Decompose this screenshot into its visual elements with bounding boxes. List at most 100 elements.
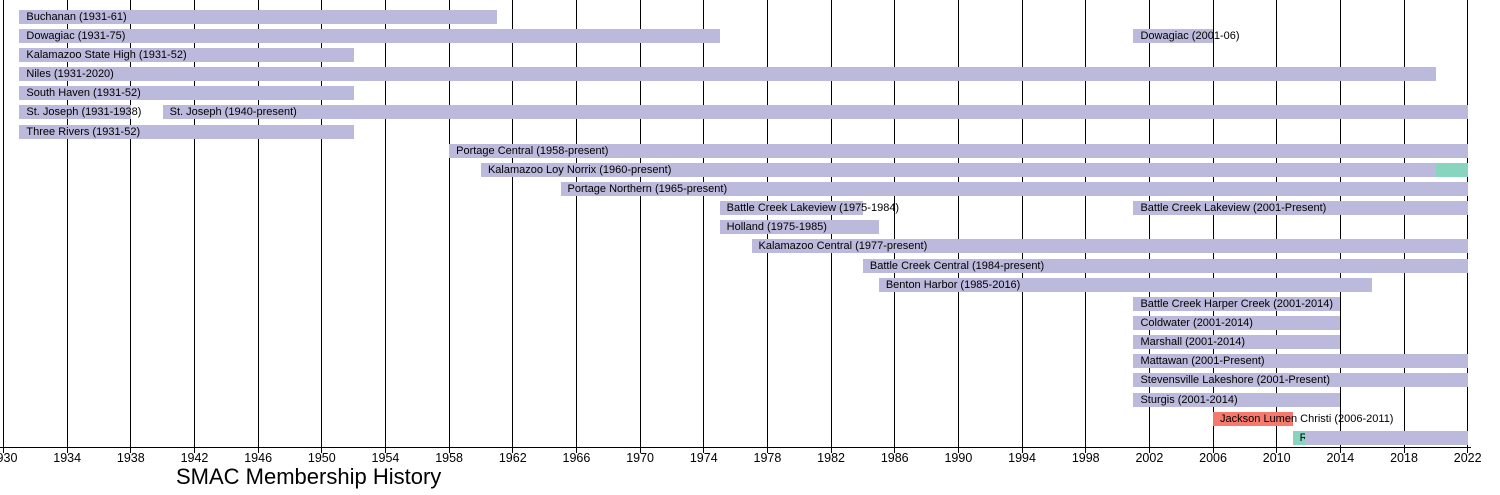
timeline-bar: Battle Creek Harper Creek (2001-2014) [1133, 296, 1341, 311]
axis-tick-label-1934: 1934 [53, 451, 82, 465]
timeline-bar: Battle Creek Lakeview (2001-Present) [1133, 201, 1468, 216]
gridline-1958 [448, 0, 450, 447]
timeline-bar: Portage Northern (1965-present) [560, 181, 1468, 196]
bar-label: South Haven (1931-52) [26, 87, 141, 100]
gridline-2006 [1212, 0, 1214, 447]
timeline-bar [1304, 430, 1468, 445]
bar-label: Dowagiac (1931-75) [26, 29, 126, 42]
timeline-bar: St. Joseph (1931-1938) [19, 105, 141, 120]
axis-tick-label-1998: 1998 [1071, 451, 1100, 465]
axis-tick-1990 [957, 447, 959, 453]
axis-tick-label-1930: 1930 [0, 451, 18, 465]
axis-tick-1946 [257, 447, 259, 453]
gridline-2022 [1467, 0, 1469, 447]
axis-tick-1962 [512, 447, 514, 453]
bar-label: Stevensville Lakeshore (2001-Present) [1140, 374, 1330, 387]
bar-label: Portage Central (1958-present) [456, 144, 609, 157]
x-axis-line [0, 447, 1471, 448]
gridline-1962 [512, 0, 514, 447]
axis-tick-1986 [894, 447, 896, 453]
timeline-bar: Marshall (2001-2014) [1133, 335, 1341, 350]
timeline-bar: Sturgis (2001-2014) [1133, 392, 1341, 407]
timeline-bar: Battle Creek Lakeview (1975-1984) [719, 201, 899, 216]
gridline-2014 [1339, 0, 1341, 447]
bar-label: Kalamazoo Central (1977-present) [758, 240, 928, 253]
axis-tick-1994 [1021, 447, 1023, 453]
axis-tick-label-1942: 1942 [180, 451, 209, 465]
timeline-bar: Portage Central (1958-present) [449, 143, 1468, 158]
gridline-1938 [130, 0, 132, 447]
bar-label: Jackson Lumen Christi (2006-2011) [1220, 412, 1394, 425]
timeline-bar: St. Joseph (1940-present) [162, 105, 1468, 120]
gridline-1954 [384, 0, 386, 447]
axis-tick-label-2014: 2014 [1326, 451, 1355, 465]
bar-label: Coldwater (2001-2014) [1140, 316, 1253, 329]
gridline-1942 [193, 0, 195, 447]
axis-tick-label-1990: 1990 [944, 451, 973, 465]
bar-label: Mattawan (2001-Present) [1140, 355, 1265, 368]
axis-tick-1934 [66, 447, 68, 453]
axis-tick-2010 [1276, 447, 1278, 453]
gridline-1966 [575, 0, 577, 447]
timeline-bar: Holland (1975-1985) [719, 220, 879, 235]
timeline-bar [1435, 162, 1468, 177]
gridline-1998 [1085, 0, 1087, 447]
bar-label: Kalamazoo State High (1931-52) [26, 48, 187, 61]
gridline-1990 [957, 0, 959, 447]
gridline-1970 [639, 0, 641, 447]
axis-tick-1942 [193, 447, 195, 453]
gridline-1930 [3, 0, 4, 447]
axis-tick-label-2022: 2022 [1453, 451, 1482, 465]
bar-label: Battle Creek Central (1984-present) [869, 259, 1045, 272]
axis-tick-2002 [1148, 447, 1150, 453]
timeline-bar: Buchanan (1931-61) [19, 9, 497, 24]
bar-label: Battle Creek Lakeview (1975-1984) [726, 202, 900, 215]
axis-tick-2018 [1403, 447, 1405, 453]
bar-label: Niles (1931-2020) [26, 68, 114, 81]
timeline-bar: Kalamazoo Loy Norrix (1960-present) [480, 162, 1436, 177]
axis-tick-1950 [321, 447, 323, 453]
timeline-bar: Kalamazoo Central (1977-present) [751, 239, 1468, 254]
axis-tick-label-1974: 1974 [689, 451, 718, 465]
gridline-1986 [894, 0, 896, 447]
timeline-bar: Jackson Lumen Christi (2006-2011) [1213, 411, 1393, 426]
bar-label: Holland (1975-1985) [726, 221, 827, 234]
chart-title: SMAC Membership History [176, 464, 442, 489]
bar-label: Kalamazoo Loy Norrix (1960-present) [487, 163, 672, 176]
axis-tick-label-1982: 1982 [817, 451, 845, 465]
axis-tick-1930 [3, 447, 4, 453]
axis-tick-label-1958: 1958 [435, 451, 464, 465]
axis-tick-2014 [1339, 447, 1341, 453]
gridline-1994 [1021, 0, 1023, 447]
axis-tick-label-2006: 2006 [1199, 451, 1227, 465]
gridline-1950 [321, 0, 323, 447]
axis-tick-1938 [130, 447, 132, 453]
axis-tick-label-2018: 2018 [1390, 451, 1418, 465]
timeline-bar: Stevensville Lakeshore (2001-Present) [1133, 373, 1468, 388]
timeline-bar: Mattawan (2001-Present) [1133, 354, 1468, 369]
bar-label: Battle Creek Lakeview (2001-Present) [1140, 202, 1327, 215]
axis-tick-1998 [1085, 447, 1087, 453]
axis-tick-1958 [448, 447, 450, 453]
axis-tick-label-1986: 1986 [880, 451, 909, 465]
gridline-1946 [257, 0, 259, 447]
axis-tick-label-1954: 1954 [371, 451, 400, 465]
timeline-bar: Battle Creek Central (1984-present) [862, 258, 1468, 273]
timeline-bar: Benton Harbor (1985-2016) [878, 277, 1373, 292]
timeline-bar: Three Rivers (1931-52) [19, 124, 354, 139]
axis-tick-label-1994: 1994 [1008, 451, 1036, 465]
axis-tick-1970 [639, 447, 641, 453]
axis-tick-label-1938: 1938 [116, 451, 145, 465]
axis-tick-label-1962: 1962 [498, 451, 527, 465]
bar-label: Portage Northern (1965-present) [567, 182, 728, 195]
axis-tick-label-2002: 2002 [1135, 451, 1164, 465]
timeline-bar: Richland Gull Lake (2011-Present) [1292, 430, 1468, 445]
gridline-1934 [66, 0, 68, 447]
bar-label: St. Joseph (1931-1938) [26, 106, 142, 119]
gridline-2002 [1148, 0, 1150, 447]
axis-tick-label-1978: 1978 [753, 451, 782, 465]
bar-label: Dowagiac (2001-06) [1140, 29, 1240, 42]
timeline-bar: Kalamazoo State High (1931-52) [19, 47, 354, 62]
axis-tick-label-2010: 2010 [1262, 451, 1291, 465]
